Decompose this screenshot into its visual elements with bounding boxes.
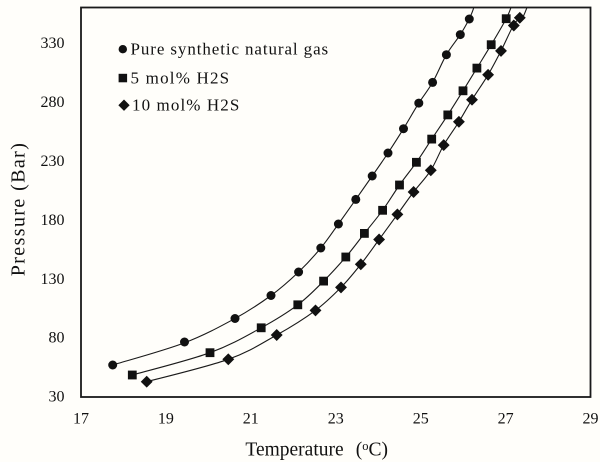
svg-text:29: 29 [583,410,599,427]
svg-text:19: 19 [158,410,174,427]
svg-text:330: 330 [41,35,65,52]
svg-text:23: 23 [328,410,344,427]
svg-text:Pure synthetic natural gas: Pure synthetic natural gas [131,40,330,59]
svg-text:25: 25 [413,410,429,427]
svg-text:30: 30 [49,389,65,406]
svg-text:180: 180 [41,212,65,229]
svg-text:280: 280 [41,94,65,111]
svg-text:5 mol% H2S: 5 mol% H2S [131,69,231,88]
svg-text:230: 230 [41,153,65,170]
svg-text:21: 21 [243,410,259,427]
svg-text:17: 17 [73,410,89,427]
svg-text:(oC): (oC) [356,439,388,461]
svg-text:10 mol% H2S: 10 mol% H2S [132,96,240,115]
svg-text:27: 27 [498,410,514,427]
svg-text:130: 130 [41,271,65,288]
svg-text:Pressure (Bar): Pressure (Bar) [8,142,30,277]
svg-text:Temperature: Temperature [245,440,343,461]
svg-text:80: 80 [49,330,65,347]
